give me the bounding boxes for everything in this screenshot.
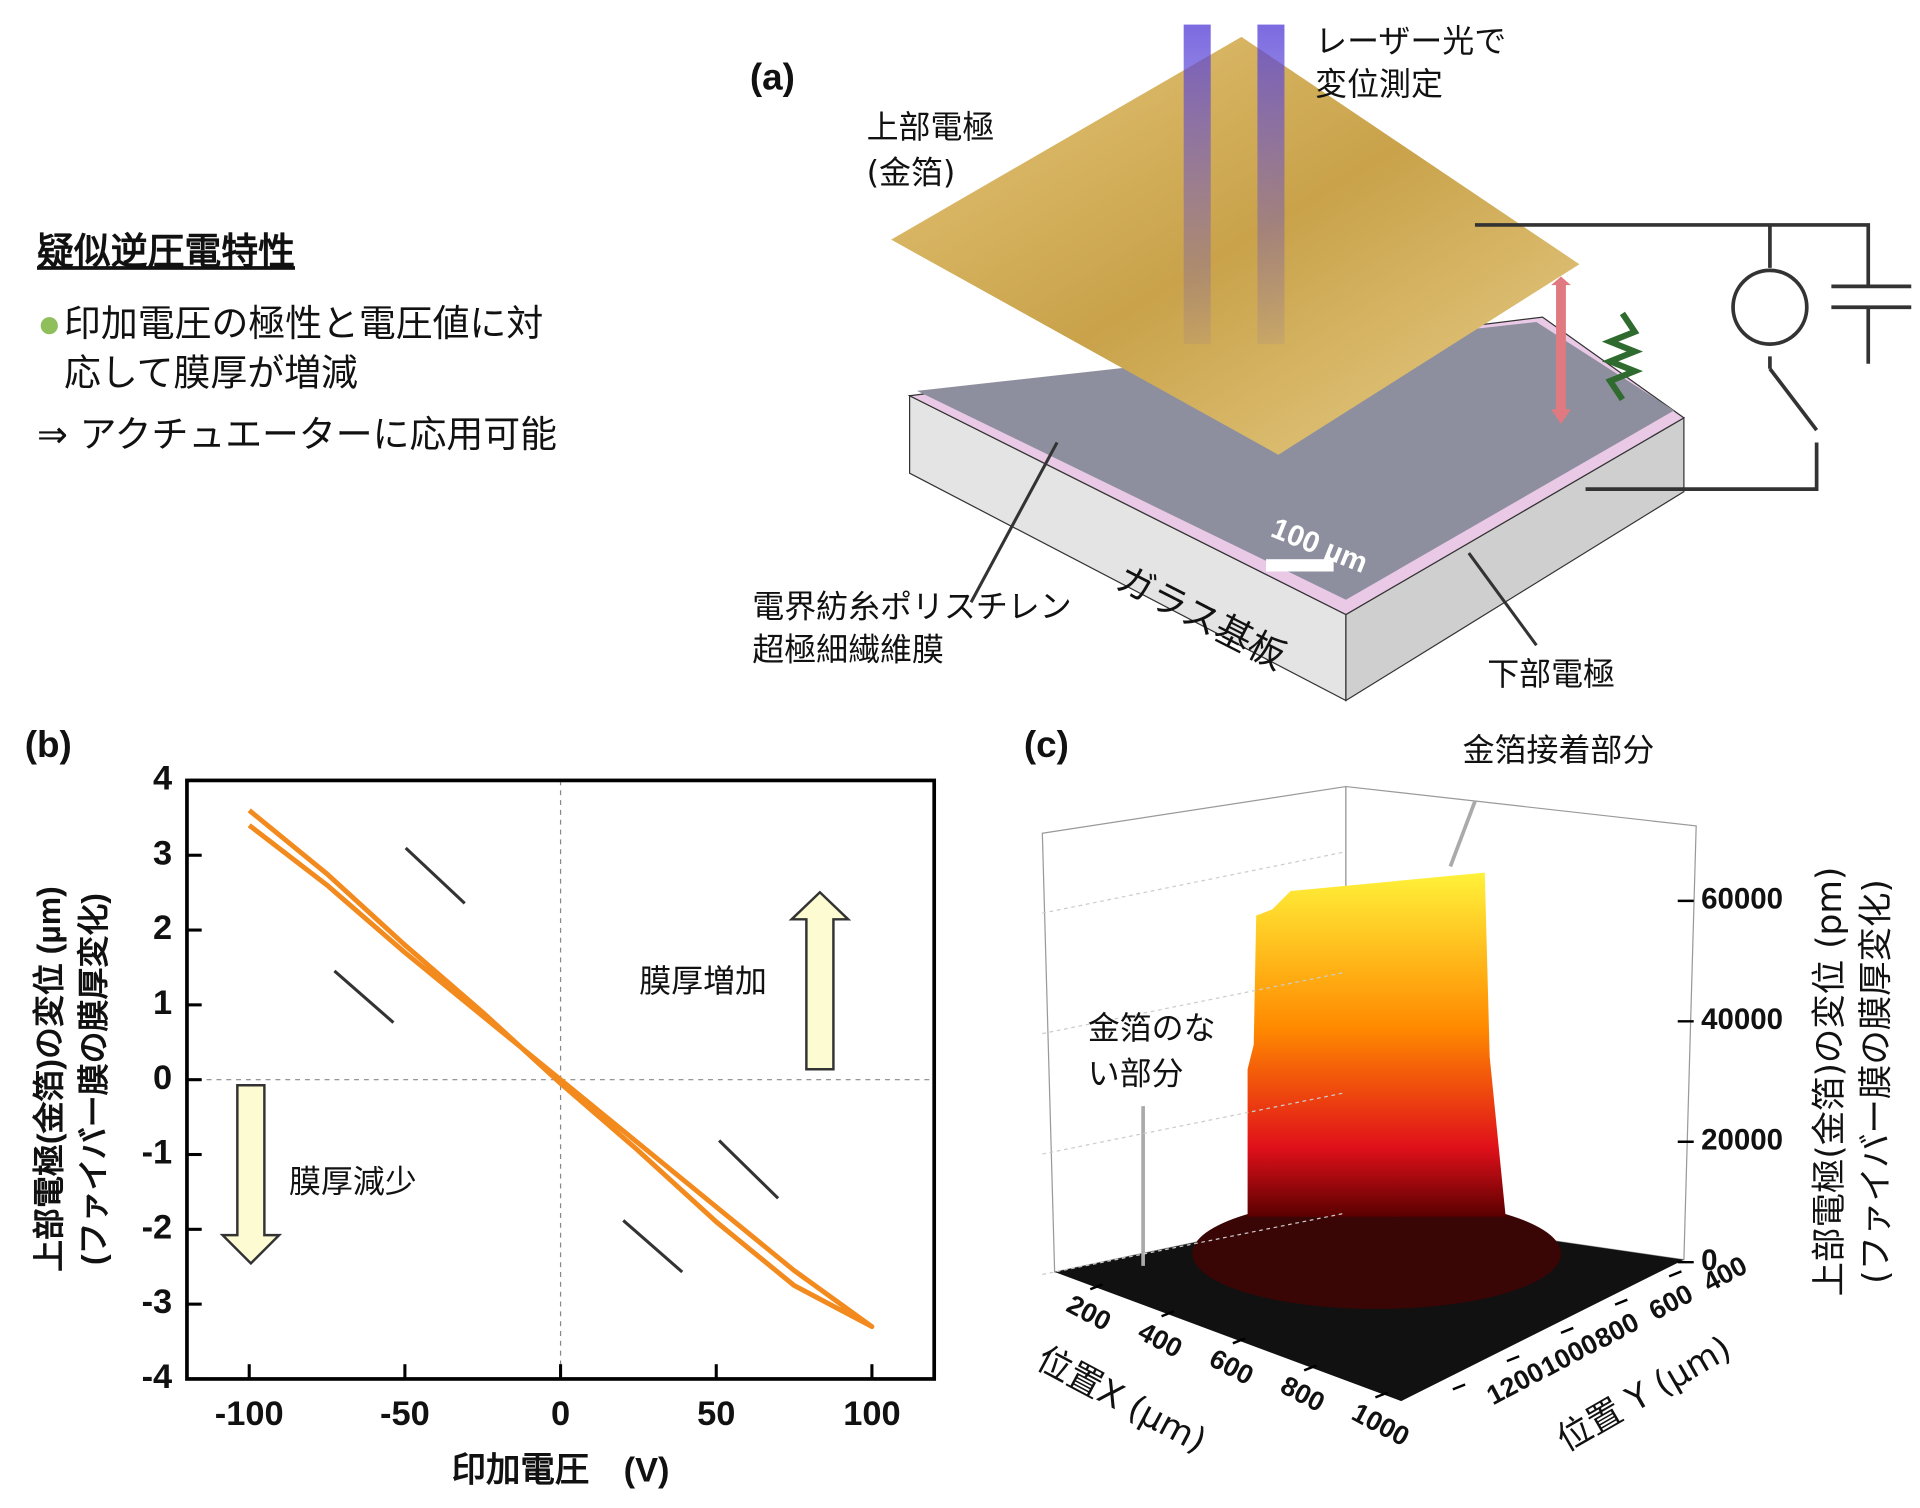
x-tick-label: 1000 — [1347, 1397, 1414, 1452]
x-axis-label: 位置X (µm) — [1030, 1339, 1213, 1461]
grid-line — [1042, 1091, 1347, 1155]
y-tick-label: 1000 — [1536, 1328, 1603, 1383]
y-tick-label: 3 — [153, 834, 172, 872]
y-tick — [1506, 1355, 1520, 1363]
heading: 疑似逆圧電特性 — [37, 231, 295, 272]
label: 電界紡糸ポリスチレン — [752, 587, 1071, 625]
x-tick — [1161, 1310, 1175, 1318]
y-tick-label: 0 — [153, 1059, 172, 1097]
label: レーザー光で — [1315, 22, 1506, 60]
y-tick — [1560, 1326, 1574, 1335]
x-tick-label: 0 — [551, 1395, 570, 1433]
pointer — [1448, 800, 1477, 868]
panel-label: (c) — [1024, 724, 1069, 765]
scale-bar — [1266, 559, 1334, 572]
laser-beam — [1257, 24, 1285, 345]
z-axis-label: (ファイバー膜の膜厚変化) — [1857, 879, 1897, 1284]
z-tick-label: 0 — [1701, 1244, 1717, 1277]
panel-label: (b) — [25, 724, 72, 765]
data-line — [247, 808, 875, 1330]
x-tick-label: 50 — [697, 1395, 735, 1433]
annotation: 金箔のな — [1088, 1009, 1216, 1047]
x-tick — [1232, 1337, 1246, 1345]
label: 変位測定 — [1315, 65, 1443, 103]
y-tick-label: 1 — [153, 984, 172, 1022]
label: 上部電極 — [867, 108, 995, 146]
pointer — [1467, 552, 1538, 647]
pointer — [969, 441, 1059, 603]
x-tick — [1374, 1391, 1389, 1399]
text-line: ⇒ アクチュエーターに応用可能 — [37, 413, 557, 456]
y-tick-label: -4 — [142, 1358, 173, 1396]
grid-line — [1042, 851, 1347, 914]
label: 下部電極 — [1487, 655, 1615, 693]
y-axis-label: (ファイバー膜の膜厚変化) — [75, 893, 111, 1265]
y-tick-label: 600 — [1644, 1278, 1698, 1326]
x-tick-label: 800 — [1276, 1370, 1330, 1418]
x-tick-label: 200 — [1062, 1289, 1116, 1337]
y-tick-label: -1 — [142, 1134, 173, 1172]
x-tick — [1303, 1364, 1317, 1372]
annotation: 膜厚減少 — [289, 1163, 417, 1201]
label: 超極細繊維膜 — [752, 630, 944, 668]
grid-line — [1042, 1212, 1347, 1276]
spring — [1601, 311, 1644, 402]
y-tick-label: 2 — [153, 909, 172, 947]
x-tick-label: 400 — [1133, 1316, 1187, 1364]
z-tick-label: 60000 — [1701, 883, 1783, 916]
panel-label: (a) — [750, 57, 795, 98]
laser-beam — [1183, 24, 1211, 345]
y-tick-label: -3 — [142, 1283, 173, 1321]
label: (金箔) — [867, 154, 956, 192]
x-axis-label: 印加電圧 (V) — [452, 1451, 670, 1489]
x-tick-label: 600 — [1205, 1343, 1259, 1391]
bullet — [40, 317, 58, 335]
grid-line — [1042, 971, 1347, 1035]
direction-arrow — [404, 846, 466, 905]
direction-arrow — [718, 1139, 780, 1200]
annotation: 金箔接着部分 — [1463, 731, 1655, 769]
y-tick — [1614, 1298, 1628, 1306]
x-tick — [1089, 1283, 1104, 1291]
plot-frame — [185, 778, 937, 1381]
z-tick-label: 40000 — [1701, 1003, 1783, 1036]
y-axis-label: 上部電極(金箔)の変位 (µm) — [31, 886, 67, 1272]
arrow — [1551, 276, 1571, 425]
direction-arrow — [622, 1219, 684, 1274]
y-tick — [1668, 1270, 1682, 1278]
gold-foil — [891, 36, 1580, 455]
x-tick-label: -50 — [380, 1395, 430, 1433]
fiber-membrane — [916, 322, 1675, 600]
y-tick-label: -2 — [142, 1208, 173, 1246]
arrow — [219, 1083, 283, 1266]
annotation: 膜厚増加 — [639, 962, 767, 1000]
z-tick-label: 20000 — [1701, 1124, 1783, 1157]
text-line: 応して膜厚が増減 — [64, 351, 358, 394]
text-line: 印加電圧の極性と電圧値に対 — [64, 302, 543, 345]
y-tick — [1452, 1383, 1466, 1391]
x-tick-label: 100 — [843, 1395, 900, 1433]
z-axis-label: 上部電極(金箔)の変位 (pm) — [1810, 867, 1850, 1297]
x-tick-label: -100 — [215, 1395, 284, 1433]
arrow — [788, 890, 852, 1071]
circuit — [1474, 223, 1912, 491]
direction-arrow — [333, 969, 395, 1024]
y-tick-label: 1200 — [1482, 1356, 1549, 1411]
annotation: い部分 — [1088, 1054, 1184, 1092]
y-tick-label: 4 — [153, 760, 172, 798]
surface-box — [1041, 785, 1697, 1402]
